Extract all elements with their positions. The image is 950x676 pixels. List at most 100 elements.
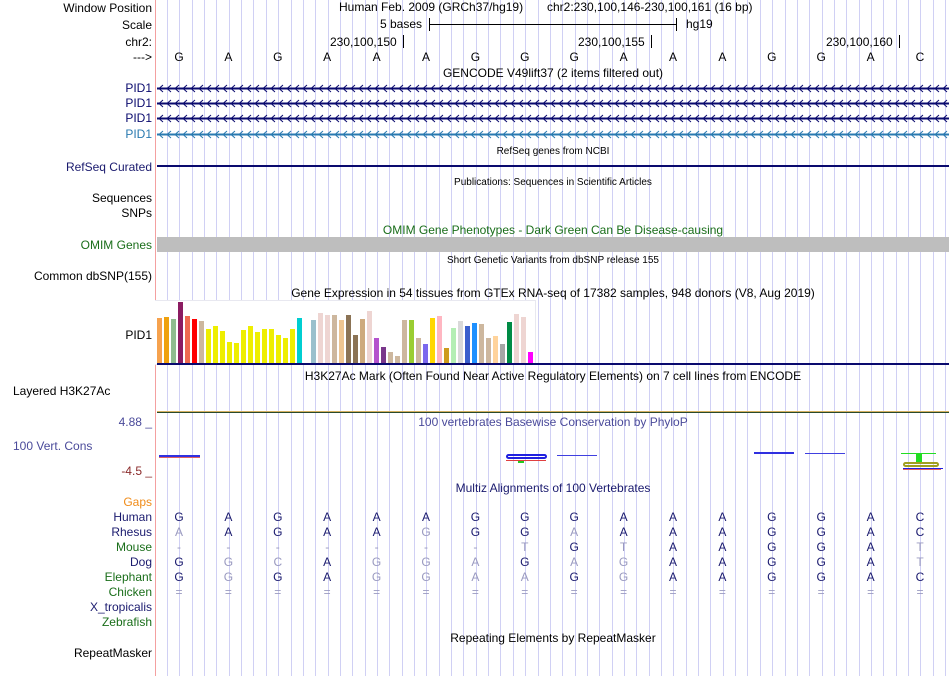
repeatmasker-track-title[interactable]: Repeating Elements by RepeatMasker <box>450 631 656 645</box>
gtex-tissue-bar[interactable] <box>220 331 225 364</box>
h3k27ac-track-title[interactable]: H3K27Ac Mark (Often Found Near Active Re… <box>304 369 802 383</box>
gtex-tissue-bar[interactable] <box>325 315 330 364</box>
gaps-label[interactable]: Gaps <box>123 495 152 509</box>
gtex-tissue-bar[interactable] <box>479 324 484 364</box>
gtex-tissue-bar[interactable] <box>206 329 211 364</box>
gtex-tissue-bar[interactable] <box>192 319 197 364</box>
gtex-tissue-bar[interactable] <box>185 316 190 364</box>
gtex-tissue-bar[interactable] <box>213 326 218 364</box>
gtex-tissue-bar[interactable] <box>444 348 449 364</box>
gtex-tissue-bar[interactable] <box>353 335 358 364</box>
strand-arrow <box>182 84 188 93</box>
gtex-chart[interactable] <box>155 300 536 365</box>
omim-label[interactable]: OMIM Genes <box>80 238 152 252</box>
gtex-track-title[interactable]: Gene Expression in 54 tissues from GTEx … <box>291 286 815 300</box>
gtex-tissue-bar[interactable] <box>437 316 442 364</box>
species-label[interactable]: X_tropicalis <box>89 600 152 614</box>
species-label[interactable]: Human <box>113 510 152 524</box>
species-label[interactable]: Dog <box>129 555 152 569</box>
gtex-tissue-bar[interactable] <box>521 317 526 364</box>
strand-arrow <box>542 84 548 93</box>
cons-track-title[interactable]: 100 vertebrates Basewise Conservation by… <box>418 415 688 429</box>
gtex-tissue-bar[interactable] <box>451 328 456 364</box>
gencode-transcript[interactable] <box>157 114 949 123</box>
gencode-item-label[interactable]: PID1 <box>125 81 152 95</box>
gencode-item-label[interactable]: PID1 <box>125 127 152 141</box>
gtex-tissue-bar[interactable] <box>374 338 379 364</box>
alignment-base: G <box>174 555 184 569</box>
gtex-tissue-bar[interactable] <box>248 326 253 364</box>
cons-label[interactable]: 100 Vert. Cons <box>13 439 93 453</box>
gtex-tissue-bar[interactable] <box>199 321 204 364</box>
gtex-tissue-bar[interactable] <box>514 314 519 364</box>
omim-gene-bar[interactable] <box>157 237 949 252</box>
gtex-tissue-bar[interactable] <box>269 329 274 364</box>
gencode-transcript[interactable] <box>157 99 949 108</box>
strand-label[interactable]: ---> <box>133 50 152 64</box>
gtex-tissue-bar[interactable] <box>430 318 435 364</box>
refseq-label[interactable]: RefSeq Curated <box>65 160 152 174</box>
gtex-tissue-bar[interactable] <box>339 320 344 364</box>
species-label[interactable]: Elephant <box>104 570 152 584</box>
gtex-tissue-bar[interactable] <box>332 315 337 364</box>
gtex-tissue-bar[interactable] <box>234 343 239 364</box>
gtex-tissue-bar[interactable] <box>311 320 316 364</box>
base-letter: A <box>866 50 875 64</box>
publications-track-title[interactable]: Publications: Sequences in Scientific Ar… <box>454 177 652 188</box>
species-label[interactable]: Rhesus <box>111 525 152 539</box>
gtex-tissue-bar[interactable] <box>423 344 428 364</box>
gtex-tissue-bar[interactable] <box>283 338 288 364</box>
gtex-tissue-bar[interactable] <box>507 322 512 364</box>
species-label[interactable]: Mouse <box>115 540 152 554</box>
repeatmasker-label[interactable]: RepeatMasker <box>73 646 152 660</box>
gtex-tissue-bar[interactable] <box>409 320 414 364</box>
gtex-tissue-bar[interactable] <box>290 329 295 364</box>
gtex-tissue-bar[interactable] <box>500 344 505 364</box>
gtex-tissue-bar[interactable] <box>381 347 386 364</box>
gtex-tissue-bar[interactable] <box>178 302 183 364</box>
dbsnp-label[interactable]: Common dbSNP(155) <box>33 269 152 283</box>
gencode-transcript[interactable] <box>157 130 949 139</box>
gtex-tissue-bar[interactable] <box>171 319 176 364</box>
gtex-tissue-bar[interactable] <box>164 317 169 364</box>
gtex-tissue-bar[interactable] <box>262 329 267 364</box>
gtex-tissue-bar[interactable] <box>241 330 246 364</box>
omim-track-title[interactable]: OMIM Gene Phenotypes - Dark Green Can Be… <box>382 223 724 237</box>
gtex-tissue-bar[interactable] <box>346 315 351 364</box>
gtex-tissue-bar[interactable] <box>395 356 400 364</box>
refseq-track-title[interactable]: RefSeq genes from NCBI <box>496 146 610 157</box>
gtex-tissue-bar[interactable] <box>493 336 498 364</box>
multiz-track-title[interactable]: Multiz Alignments of 100 Vertebrates <box>455 481 651 495</box>
gtex-tissue-bar[interactable] <box>472 323 477 364</box>
gtex-tissue-bar[interactable] <box>388 352 393 364</box>
gtex-tissue-bar[interactable] <box>402 320 407 364</box>
strand-arrow <box>734 114 740 123</box>
gtex-tissue-bar[interactable] <box>276 335 281 364</box>
gtex-tissue-bar[interactable] <box>486 338 491 364</box>
gtex-tissue-bar[interactable] <box>416 338 421 364</box>
gencode-transcript[interactable] <box>157 84 949 93</box>
gtex-tissue-bar[interactable] <box>360 319 365 364</box>
strand-arrow <box>830 84 836 93</box>
gtex-tissue-bar[interactable] <box>465 326 470 364</box>
gtex-label[interactable]: PID1 <box>125 328 152 342</box>
gtex-tissue-bar[interactable] <box>255 332 260 364</box>
gtex-tissue-bar[interactable] <box>297 318 302 364</box>
gtex-tissue-bar[interactable] <box>318 313 323 364</box>
gtex-tissue-bar[interactable] <box>367 311 372 364</box>
h3k27ac-label[interactable]: Layered H3K27Ac <box>13 384 111 398</box>
refseq-gene-line[interactable] <box>157 165 949 167</box>
publications-label-sequences[interactable]: Sequences <box>91 191 152 205</box>
species-label[interactable]: Zebrafish <box>101 615 152 629</box>
publications-label-snps[interactable]: SNPs <box>121 206 152 220</box>
species-label[interactable]: Chicken <box>108 585 152 599</box>
gtex-tissue-bar[interactable] <box>528 352 533 364</box>
gtex-tissue-bar[interactable] <box>157 318 162 364</box>
gencode-track-title[interactable]: GENCODE V49lift37 (2 items filtered out) <box>442 66 664 80</box>
gtex-tissue-bar[interactable] <box>227 342 232 364</box>
strand-arrow <box>454 130 460 139</box>
dbsnp-track-title[interactable]: Short Genetic Variants from dbSNP releas… <box>447 255 659 266</box>
gtex-tissue-bar[interactable] <box>458 321 463 364</box>
gencode-item-label[interactable]: PID1 <box>125 111 152 125</box>
gencode-item-label[interactable]: PID1 <box>125 96 152 110</box>
